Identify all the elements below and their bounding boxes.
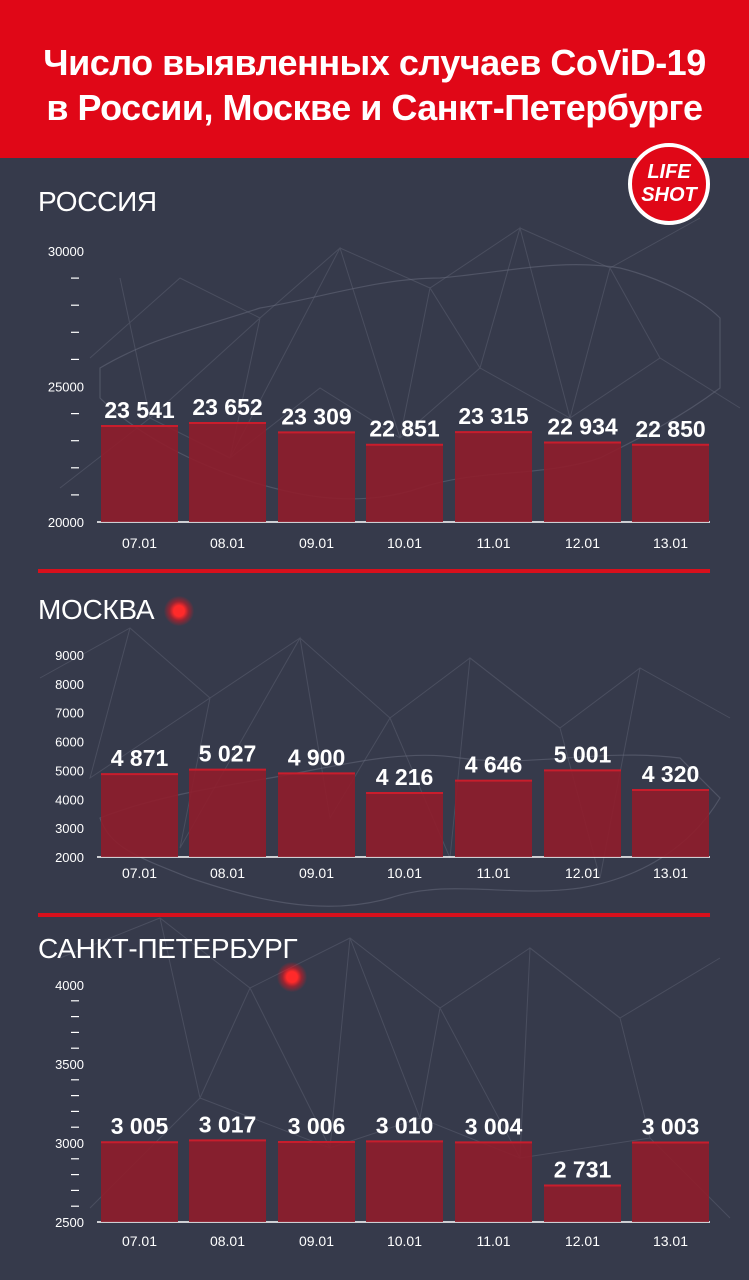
x-tick-label: 13.01 [653, 1233, 688, 1249]
bar-value-label: 3 004 [465, 1113, 523, 1139]
page-title-line-1: Число выявленных случаев CoViD-19 [43, 42, 706, 83]
y-tick-label: 25000 [48, 380, 84, 395]
x-tick-label: 10.01 [387, 865, 422, 881]
x-tick-label: 09.01 [299, 535, 334, 551]
y-tick-label: 7000 [55, 706, 84, 721]
y-tick-label: 3000 [55, 1136, 84, 1151]
x-tick-label: 08.01 [210, 865, 245, 881]
bar [189, 423, 266, 522]
y-tick-label: 9000 [55, 648, 84, 663]
section-divider [38, 569, 710, 573]
x-tick-label: 11.01 [477, 865, 511, 881]
bar-value-label: 3 005 [111, 1113, 169, 1139]
y-tick-label: 4000 [55, 978, 84, 993]
lifeshot-logo: LIFE SHOT [628, 143, 710, 225]
bar [455, 1142, 532, 1222]
bar-value-label: 4 216 [376, 764, 434, 790]
bar [455, 432, 532, 522]
bar [101, 426, 178, 522]
y-tick-label: 6000 [55, 735, 84, 750]
logo-text-life: LIFE [647, 161, 691, 183]
bar-value-label: 23 315 [458, 403, 529, 429]
bar [366, 444, 443, 522]
bar [189, 769, 266, 857]
bar-value-label: 22 934 [547, 413, 618, 439]
bar-value-label: 2 731 [554, 1157, 612, 1183]
bar-value-label: 5 001 [554, 741, 612, 767]
bar [101, 774, 178, 857]
bar-value-label: 3 006 [288, 1113, 346, 1139]
bar [544, 770, 621, 857]
x-tick-label: 12.01 [565, 865, 600, 881]
bar [455, 780, 532, 857]
x-tick-label: 12.01 [565, 535, 600, 551]
x-tick-label: 07.01 [122, 865, 157, 881]
bar [278, 432, 355, 522]
y-tick-label: 3500 [55, 1057, 84, 1072]
bar [544, 1185, 621, 1222]
bar-value-label: 4 320 [642, 761, 700, 787]
y-tick-label: 5000 [55, 763, 84, 778]
bar-value-label: 3 017 [199, 1111, 257, 1137]
bar [366, 1141, 443, 1222]
page-title-line-2: в России, Москве и Санкт-Петербурге [46, 87, 703, 128]
x-tick-label: 11.01 [477, 535, 511, 551]
section-title-russia: РОССИЯ [38, 186, 157, 217]
x-tick-label: 10.01 [387, 535, 422, 551]
logo-text-shot: SHOT [641, 184, 697, 206]
y-tick-label: 8000 [55, 677, 84, 692]
bar-value-label: 4 871 [111, 745, 169, 771]
x-tick-label: 08.01 [210, 535, 245, 551]
location-marker-icon [164, 596, 194, 626]
bar-value-label: 3 010 [376, 1112, 434, 1138]
x-tick-label: 07.01 [122, 1233, 157, 1249]
bar [632, 444, 709, 522]
y-tick-label: 30000 [48, 244, 84, 259]
bar-value-label: 23 541 [104, 397, 175, 423]
section-title-spb: САНКТ-ПЕТЕРБУРГ [38, 933, 298, 964]
x-tick-label: 08.01 [210, 1233, 245, 1249]
bar-value-label: 22 850 [635, 416, 705, 442]
y-tick-label: 2000 [55, 850, 84, 865]
x-tick-label: 10.01 [387, 1233, 422, 1249]
y-tick-label: 20000 [48, 515, 84, 530]
section-title-moscow: МОСКВА [38, 594, 155, 625]
bar [278, 773, 355, 857]
x-tick-label: 09.01 [299, 1233, 334, 1249]
bar-value-label: 5 027 [199, 741, 257, 767]
x-tick-label: 11.01 [477, 1233, 511, 1249]
bar [278, 1142, 355, 1222]
x-tick-label: 12.01 [565, 1233, 600, 1249]
x-tick-label: 09.01 [299, 865, 334, 881]
bar [632, 790, 709, 857]
bar-value-label: 23 309 [281, 403, 351, 429]
bar [189, 1140, 266, 1222]
bar [366, 793, 443, 857]
bar [632, 1142, 709, 1222]
y-tick-label: 3000 [55, 821, 84, 836]
header-banner: Число выявленных случаев CoViD-19 в Росс… [0, 0, 749, 158]
bar-value-label: 23 652 [192, 394, 262, 420]
section-divider [38, 913, 710, 917]
x-tick-label: 07.01 [122, 535, 157, 551]
bar-value-label: 4 646 [465, 752, 523, 778]
bar-value-label: 3 003 [642, 1114, 700, 1140]
bar-value-label: 4 900 [288, 744, 346, 770]
y-tick-label: 2500 [55, 1215, 84, 1230]
location-marker-icon [277, 962, 307, 992]
x-tick-label: 13.01 [653, 535, 688, 551]
bar [101, 1142, 178, 1222]
x-tick-label: 13.01 [653, 865, 688, 881]
y-tick-label: 4000 [55, 792, 84, 807]
bar-value-label: 22 851 [369, 416, 440, 442]
bar [544, 442, 621, 522]
